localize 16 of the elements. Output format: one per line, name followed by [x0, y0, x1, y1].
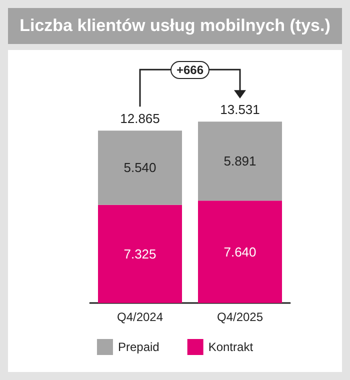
x-tick-label: Q4/2024: [116, 310, 164, 324]
legend-label: Kontrakt: [208, 340, 254, 354]
data-label: 5.540: [124, 160, 156, 176]
bar: [198, 200, 282, 303]
x-tick-label: Q4/2025: [216, 310, 264, 324]
legend-label: Prepaid: [118, 340, 160, 354]
total-label: 13.531: [220, 102, 260, 118]
chart-title: Liczba klientów usług mobilnych (tys.): [8, 8, 342, 44]
data-label: 7.325: [124, 246, 156, 262]
bar: [98, 130, 182, 205]
data-label: 7.640: [224, 244, 256, 260]
total-label: 12.865: [120, 111, 160, 126]
text: +666: [170, 60, 210, 79]
bar: [98, 204, 182, 303]
bar: [198, 122, 282, 201]
data-label: 5.891: [224, 154, 256, 169]
